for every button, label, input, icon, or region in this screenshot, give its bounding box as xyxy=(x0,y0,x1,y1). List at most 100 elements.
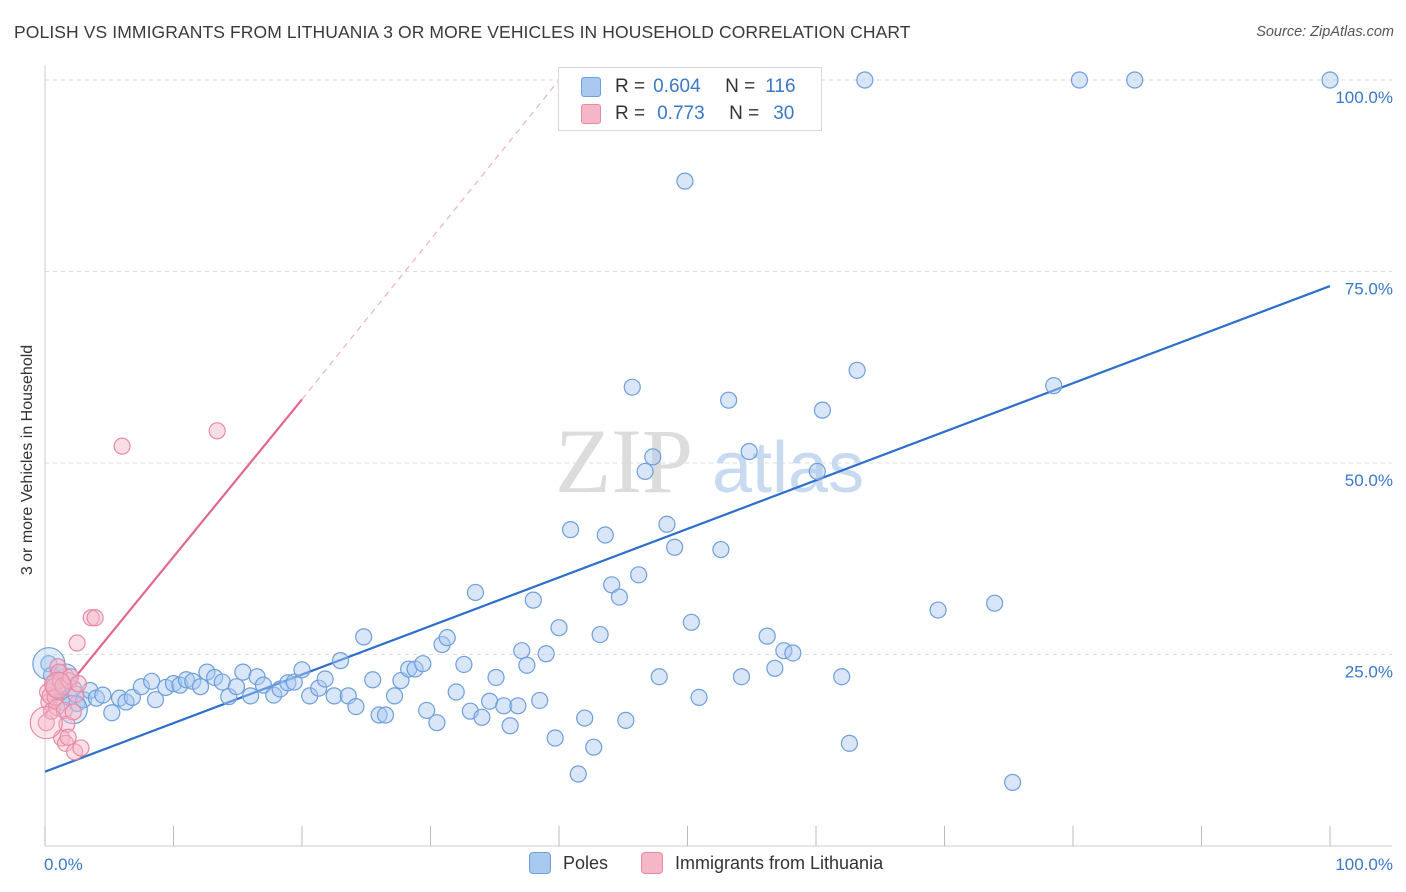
poles-point xyxy=(682,613,700,631)
poles-point xyxy=(740,442,758,461)
poles-point xyxy=(316,670,334,688)
poles-point xyxy=(623,378,641,396)
poles-point xyxy=(355,628,373,646)
poles-point xyxy=(630,566,648,584)
axes xyxy=(44,66,1392,847)
watermark-atlas: atlas xyxy=(712,428,864,508)
bottom-legend-poles: Poles xyxy=(529,852,608,874)
poles-point xyxy=(157,678,175,697)
poles-point xyxy=(1126,71,1144,89)
poles-point xyxy=(929,601,947,619)
lithuania-point xyxy=(69,675,88,693)
poles-point xyxy=(370,706,388,724)
legend-row-poles: R = 0.604 N = 116 xyxy=(581,74,796,100)
poles-point xyxy=(310,679,328,697)
legend-n-value: 30 xyxy=(773,103,795,124)
poles-point xyxy=(254,676,273,694)
poles-point xyxy=(636,462,654,481)
legend-swatch-lithuania xyxy=(581,104,601,124)
poles-point xyxy=(466,583,485,602)
poles-point xyxy=(487,668,505,687)
legend: R = 0.604 N = 116 R = 0.773 N = 30 xyxy=(558,67,822,131)
poles-point xyxy=(712,540,730,559)
y-tick-label: 100.0% xyxy=(1335,88,1393,107)
poles-point xyxy=(325,687,343,705)
poles-point xyxy=(650,668,668,686)
y-axis-label: 3 or more Vehicles in Household xyxy=(19,344,36,576)
poles-point xyxy=(658,515,676,533)
poles-point xyxy=(550,619,568,637)
poles-point xyxy=(1070,71,1089,89)
poles-points xyxy=(32,71,1339,792)
bottom-legend: Poles Immigrants from Lithuania xyxy=(0,852,1406,878)
tick-labels: 25.0% 50.0% 75.0% 100.0% 0.0% 100.0% xyxy=(44,88,1393,874)
poles-point xyxy=(666,538,684,556)
poles-point xyxy=(986,594,1004,612)
lithuania-point xyxy=(208,422,226,440)
y-tick-label: 75.0% xyxy=(1345,280,1393,299)
poles-point xyxy=(784,644,802,662)
legend-swatch-poles xyxy=(581,77,601,97)
poles-point xyxy=(242,687,260,705)
lithuania-point xyxy=(72,739,90,757)
lithuania-point xyxy=(44,671,72,699)
poles-point xyxy=(447,683,465,701)
x-tick-label: 100.0% xyxy=(1335,855,1393,874)
poles-point xyxy=(279,674,297,692)
poles-point xyxy=(414,655,432,673)
poles-point xyxy=(644,448,662,466)
lithuania-point xyxy=(68,634,86,652)
poles-point xyxy=(455,655,473,674)
poles-point xyxy=(385,687,404,705)
legend-n-label: N = xyxy=(725,76,756,97)
poles-trendline xyxy=(44,285,1331,773)
poles-point xyxy=(265,686,283,704)
poles-point xyxy=(285,673,303,691)
poles-point xyxy=(808,462,826,481)
poles-point xyxy=(813,401,832,419)
poles-point xyxy=(690,688,708,706)
poles-point xyxy=(524,591,542,609)
poles-point xyxy=(585,738,603,756)
lithuania-point xyxy=(29,706,63,740)
bottom-legend-label-lithuania: Immigrants from Lithuania xyxy=(675,852,884,873)
poles-point xyxy=(227,678,246,696)
poles-point xyxy=(576,709,594,727)
bottom-legend-swatch-lithuania xyxy=(641,852,663,874)
legend-r-label: R = xyxy=(615,76,646,97)
poles-point xyxy=(191,678,210,696)
poles-point xyxy=(438,629,456,647)
poles-point xyxy=(94,686,112,704)
poles-point xyxy=(596,526,614,544)
poles-point xyxy=(856,71,874,89)
chart-title: POLISH VS IMMIGRANTS FROM LITHUANIA 3 OR… xyxy=(14,22,911,42)
poles-point xyxy=(347,697,365,716)
poles-point xyxy=(1045,377,1063,395)
poles-point xyxy=(501,717,519,735)
poles-point xyxy=(331,652,350,670)
poles-point xyxy=(617,711,635,729)
legend-r-value: 0.773 xyxy=(657,103,705,124)
trendlines xyxy=(44,79,1331,773)
poles-point xyxy=(495,697,513,715)
poles-point xyxy=(561,521,580,539)
poles-point xyxy=(518,656,536,674)
poles-point xyxy=(758,627,776,645)
poles-point xyxy=(833,668,851,686)
watermark: ZIP atlas xyxy=(555,410,864,512)
poles-point xyxy=(591,625,609,644)
bottom-legend-swatch-poles xyxy=(529,852,551,874)
poles-point xyxy=(103,704,121,722)
poles-point xyxy=(848,361,866,379)
poles-point xyxy=(364,671,382,689)
bottom-legend-label-poles: Poles xyxy=(563,852,609,873)
lithuania-points xyxy=(29,422,226,761)
bottom-legend-lithuania: Immigrants from Lithuania xyxy=(641,852,883,874)
poles-point xyxy=(569,765,587,783)
poles-point xyxy=(1004,773,1022,792)
poles-point xyxy=(603,576,621,594)
poles-point xyxy=(610,588,628,606)
poles-point xyxy=(146,691,165,709)
poles-point xyxy=(293,661,311,679)
